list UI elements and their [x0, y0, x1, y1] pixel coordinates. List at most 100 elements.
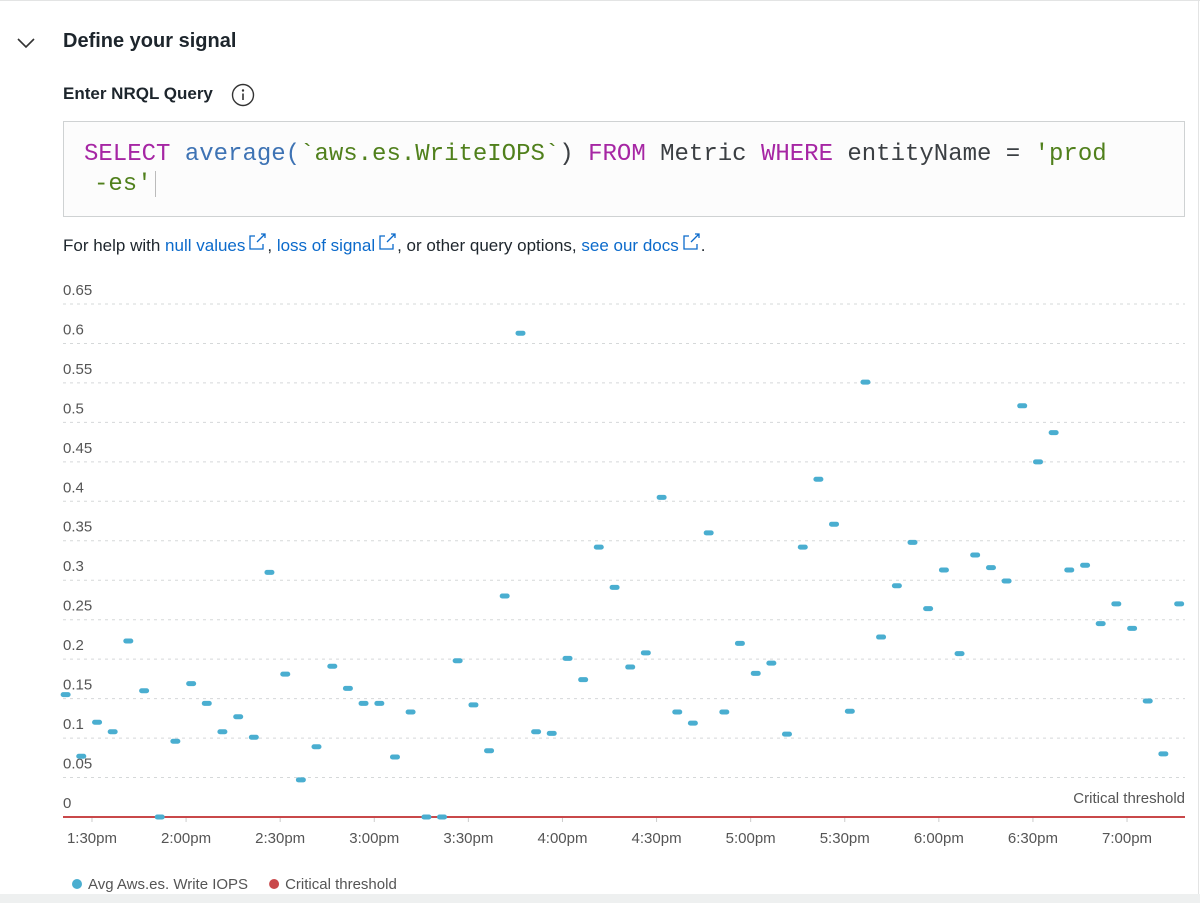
x-tick-label: 4:00pm: [537, 830, 587, 847]
y-tick-label: 0.55: [63, 361, 92, 378]
query-token: ): [559, 141, 589, 168]
data-point: [1174, 601, 1185, 607]
threshold-label: Critical threshold: [1073, 790, 1185, 807]
data-point: [515, 330, 526, 336]
data-point: [562, 655, 573, 661]
x-tick-label: 5:30pm: [820, 830, 870, 847]
data-point: [531, 729, 542, 735]
query-line: -es': [84, 170, 1184, 200]
x-tick-label: 2:30pm: [255, 830, 305, 847]
data-point: [389, 754, 400, 760]
info-icon[interactable]: [231, 83, 255, 107]
data-point: [76, 753, 87, 759]
legend-marker: [269, 879, 280, 889]
data-point: [1158, 751, 1169, 757]
data-point: [719, 709, 730, 715]
data-point: [593, 544, 604, 550]
external-link-icon: [249, 233, 267, 250]
data-point: [656, 494, 667, 500]
x-tick-label: 3:00pm: [349, 830, 399, 847]
data-point: [876, 634, 887, 640]
data-point: [891, 583, 902, 589]
data-point: [703, 530, 714, 536]
help-text-segment: .: [700, 236, 706, 255]
section-title: Define your signal: [63, 30, 237, 52]
data-point: [546, 730, 557, 736]
data-point: [985, 565, 996, 571]
data-point: [374, 700, 385, 706]
query-editor[interactable]: SELECT average(`aws.es.WriteIOPS`) FROM …: [63, 121, 1185, 217]
x-tick-label: 7:00pm: [1102, 830, 1152, 847]
x-tick-label: 6:00pm: [914, 830, 964, 847]
data-point: [797, 544, 808, 550]
data-point: [1001, 578, 1012, 584]
data-point: [766, 660, 777, 666]
y-tick-label: 0.05: [63, 756, 92, 773]
data-point: [484, 748, 495, 754]
help-text-segment: For help with: [63, 236, 166, 255]
x-tick-label: 5:00pm: [726, 830, 776, 847]
data-point: [468, 702, 479, 708]
help-link[interactable]: see our docs: [581, 236, 679, 255]
query-token: entityName =: [847, 141, 1035, 168]
help-link[interactable]: null values: [165, 236, 246, 255]
external-link-icon: [379, 233, 396, 250]
data-point: [264, 569, 275, 575]
data-point: [1080, 562, 1091, 568]
query-token: -es': [94, 171, 152, 198]
help-text-segment: ,: [267, 236, 277, 255]
data-point: [813, 476, 824, 482]
data-point: [750, 670, 761, 676]
query-token: Metric: [660, 141, 761, 168]
data-point: [437, 814, 448, 820]
data-point: [844, 708, 855, 714]
data-point: [907, 539, 918, 545]
data-point: [781, 731, 792, 737]
legend-marker: [72, 879, 82, 889]
data-point: [1142, 698, 1153, 704]
collapse-chevron[interactable]: [14, 33, 38, 53]
data-point: [687, 720, 698, 726]
y-tick-label: 0.35: [63, 519, 92, 536]
data-point: [295, 777, 306, 783]
data-point: [186, 681, 197, 687]
data-point: [280, 671, 291, 677]
data-point: [970, 552, 981, 558]
data-point: [342, 685, 353, 691]
data-point: [92, 719, 103, 725]
data-point: [217, 729, 228, 735]
data-point: [1033, 459, 1044, 465]
data-point: [954, 651, 965, 657]
query-token: average(: [184, 141, 301, 168]
y-tick-label: 0.5: [63, 400, 84, 417]
query-label: Enter NRQL Query: [63, 84, 213, 103]
help-text: For help with null values, loss of signa…: [63, 232, 705, 256]
data-point: [923, 606, 934, 612]
data-point: [1127, 625, 1138, 631]
y-tick-label: 0: [63, 795, 71, 812]
y-tick-label: 0.25: [63, 598, 92, 615]
external-link-icon: [683, 233, 700, 250]
data-point: [829, 521, 840, 527]
text-caret: [154, 170, 156, 197]
data-point: [233, 714, 244, 720]
data-point: [938, 567, 949, 573]
data-point: [327, 663, 338, 669]
data-point: [625, 664, 636, 670]
data-point: [405, 709, 416, 715]
data-point: [609, 584, 620, 590]
legend-label: Critical threshold: [285, 876, 397, 893]
y-tick-label: 0.65: [63, 282, 92, 299]
panel-footer: [0, 894, 1200, 903]
y-tick-label: 0.6: [63, 321, 84, 338]
data-point: [107, 729, 118, 735]
help-text-segment: , or other query options,: [397, 236, 582, 255]
help-link[interactable]: loss of signal: [276, 236, 376, 255]
data-point: [1111, 601, 1122, 607]
x-tick-label: 2:00pm: [161, 830, 211, 847]
data-point: [60, 692, 71, 698]
data-point: [248, 734, 259, 740]
y-tick-label: 0.45: [63, 440, 92, 457]
query-token: SELECT: [84, 141, 185, 168]
data-point: [452, 658, 463, 664]
